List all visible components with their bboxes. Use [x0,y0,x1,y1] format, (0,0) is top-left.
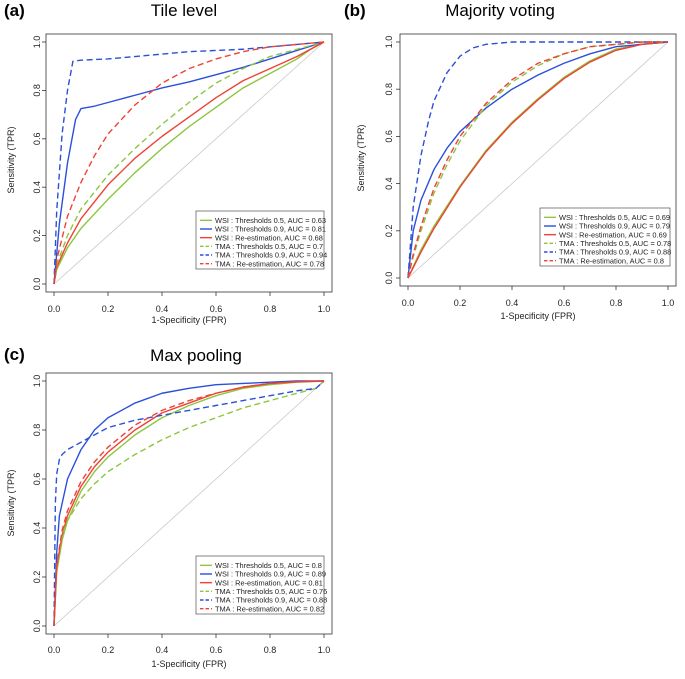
x-tick-label: 0.6 [210,645,223,655]
x-tick-label: 0.4 [506,298,519,308]
x-tick-label: 1.0 [318,304,331,314]
x-tick-label: 1.0 [318,645,331,655]
panel-label: (c) [4,345,25,364]
x-tick-label: 0.8 [264,645,277,655]
x-tick-label: 0.2 [454,298,467,308]
legend-box [539,207,671,267]
legend-entry-5: TMA : Thresholds 0.9, AUC = 0.94 [215,251,327,260]
legend-entry-1: WSI : Thresholds 0.5, AUC = 0.63 [215,216,326,225]
x-tick-label: 0.8 [610,298,623,308]
legend-entry-6: TMA : Re-estimation, AUC = 0.78 [215,259,324,268]
diagonal-reference-line [53,380,325,627]
y-axis-label: Sensitivity (TPR) [6,469,16,536]
y-tick-label: 0.0 [32,620,42,633]
y-tick-label: 0.4 [32,522,42,535]
legend-entry-6: TMA : Re-estimation, AUC = 0.8 [559,256,664,265]
series-line-1 [53,41,325,285]
y-axis-label: Sensitivity (TPR) [6,126,16,193]
chart-title: Majority voting [445,1,555,20]
y-tick-label: 0.8 [32,84,42,97]
x-tick-label: 0.4 [156,645,169,655]
series-line-2 [53,380,324,627]
legend-entry-1: WSI : Thresholds 0.5, AUC = 0.8 [215,561,322,570]
y-tick-label: 0.8 [32,424,42,437]
y-tick-label: 1.0 [384,36,394,49]
series-line-3 [53,41,325,285]
x-tick-label: 0.4 [156,304,169,314]
legend-entry-2: WSI : Thresholds 0.9, AUC = 0.89 [215,570,326,579]
y-tick-label: 0.2 [32,229,42,242]
chart-title: Tile level [151,1,217,20]
y-tick-label: 1.0 [32,375,42,388]
legend-entry-1: WSI : Thresholds 0.5, AUC = 0.69 [559,213,670,222]
x-tick-label: 0.6 [210,304,223,314]
diagonal-reference-line [53,41,325,285]
chart-panel-b: (b) Majority voting 0.0 0.0 0.2 0.2 0.4 0.4 0.6 0… [344,1,677,321]
series-line-6 [407,41,668,279]
legend-entry-5: TMA : Thresholds 0.9, AUC = 0.88 [559,248,671,257]
legend-entry-3: WSI : Re-estimation, AUC = 0.68 [215,233,323,242]
series-line-5 [53,41,325,285]
x-tick-label: 0.8 [264,304,277,314]
series-line-5 [53,380,325,627]
x-tick-label: 0.2 [102,645,115,655]
x-axis-label: 1-Specificity (FPR) [151,315,226,325]
y-tick-label: 0.2 [32,571,42,584]
chart-title: Max pooling [150,346,242,365]
y-tick-label: 0.6 [384,130,394,143]
series-line-1 [53,380,325,627]
series-line-4 [53,380,325,627]
y-tick-label: 1.0 [32,36,42,49]
diagonal-reference-line [407,41,669,279]
y-tick-label: 0.0 [384,272,394,285]
legend-entry-2: WSI : Thresholds 0.9, AUC = 0.79 [559,222,670,231]
chart-panel-a: (a) Tile level 0.0 0.0 0.2 0.2 0.4 0.4 0.6 0.6 0.8… [4,1,333,325]
legend-entry-4: TMA : Thresholds 0.5, AUC = 0.76 [215,587,327,596]
x-tick-label: 0.0 [48,645,61,655]
x-tick-label: 0.0 [48,304,61,314]
panel-label: (a) [4,1,25,20]
x-tick-label: 0.0 [402,298,415,308]
panel-label: (b) [344,1,366,20]
x-axis-label: 1-Specificity (FPR) [151,659,226,669]
legend-box [195,555,325,615]
legend-entry-4: TMA : Thresholds 0.5, AUC = 0.7 [215,242,323,251]
x-tick-label: 0.2 [102,304,115,314]
x-axis-label: 1-Specificity (FPR) [500,311,575,321]
legend-entry-2: WSI : Thresholds 0.9, AUC = 0.81 [215,225,326,234]
series-line-3 [407,41,669,279]
y-axis-label: Sensitivity (TPR) [356,124,366,191]
series-line-2 [53,41,325,285]
legend-entry-3: WSI : Re-estimation, AUC = 0.69 [559,230,667,239]
legend-entry-5: TMA : Thresholds 0.9, AUC = 0.88 [215,596,327,605]
y-tick-label: 0.8 [384,83,394,96]
series-line-6 [53,41,325,285]
series-line-2 [407,41,669,279]
plot-frame [45,372,333,635]
y-tick-label: 0.0 [32,278,42,291]
legend-entry-4: TMA : Thresholds 0.5, AUC = 0.78 [559,239,671,248]
x-tick-label: 1.0 [662,298,675,308]
series-line-5 [407,41,668,279]
chart-panel-c: (c) Max pooling 0.0 0.0 0.2 0.2 0.4 0.4 0.6 0.6 0.… [4,345,333,669]
legend-entry-6: TMA : Re-estimation, AUC = 0.82 [215,604,324,613]
y-tick-label: 0.4 [32,181,42,194]
y-tick-label: 0.4 [384,177,394,190]
legend-box [195,210,325,270]
plot-frame [45,33,333,293]
x-tick-label: 0.6 [558,298,571,308]
series-line-1 [407,41,669,279]
y-tick-label: 0.6 [32,133,42,146]
plot-frame [399,33,677,287]
legend-entry-3: WSI : Re-estimation, AUC = 0.81 [215,578,323,587]
y-tick-label: 0.2 [384,225,394,238]
y-tick-label: 0.6 [32,473,42,486]
